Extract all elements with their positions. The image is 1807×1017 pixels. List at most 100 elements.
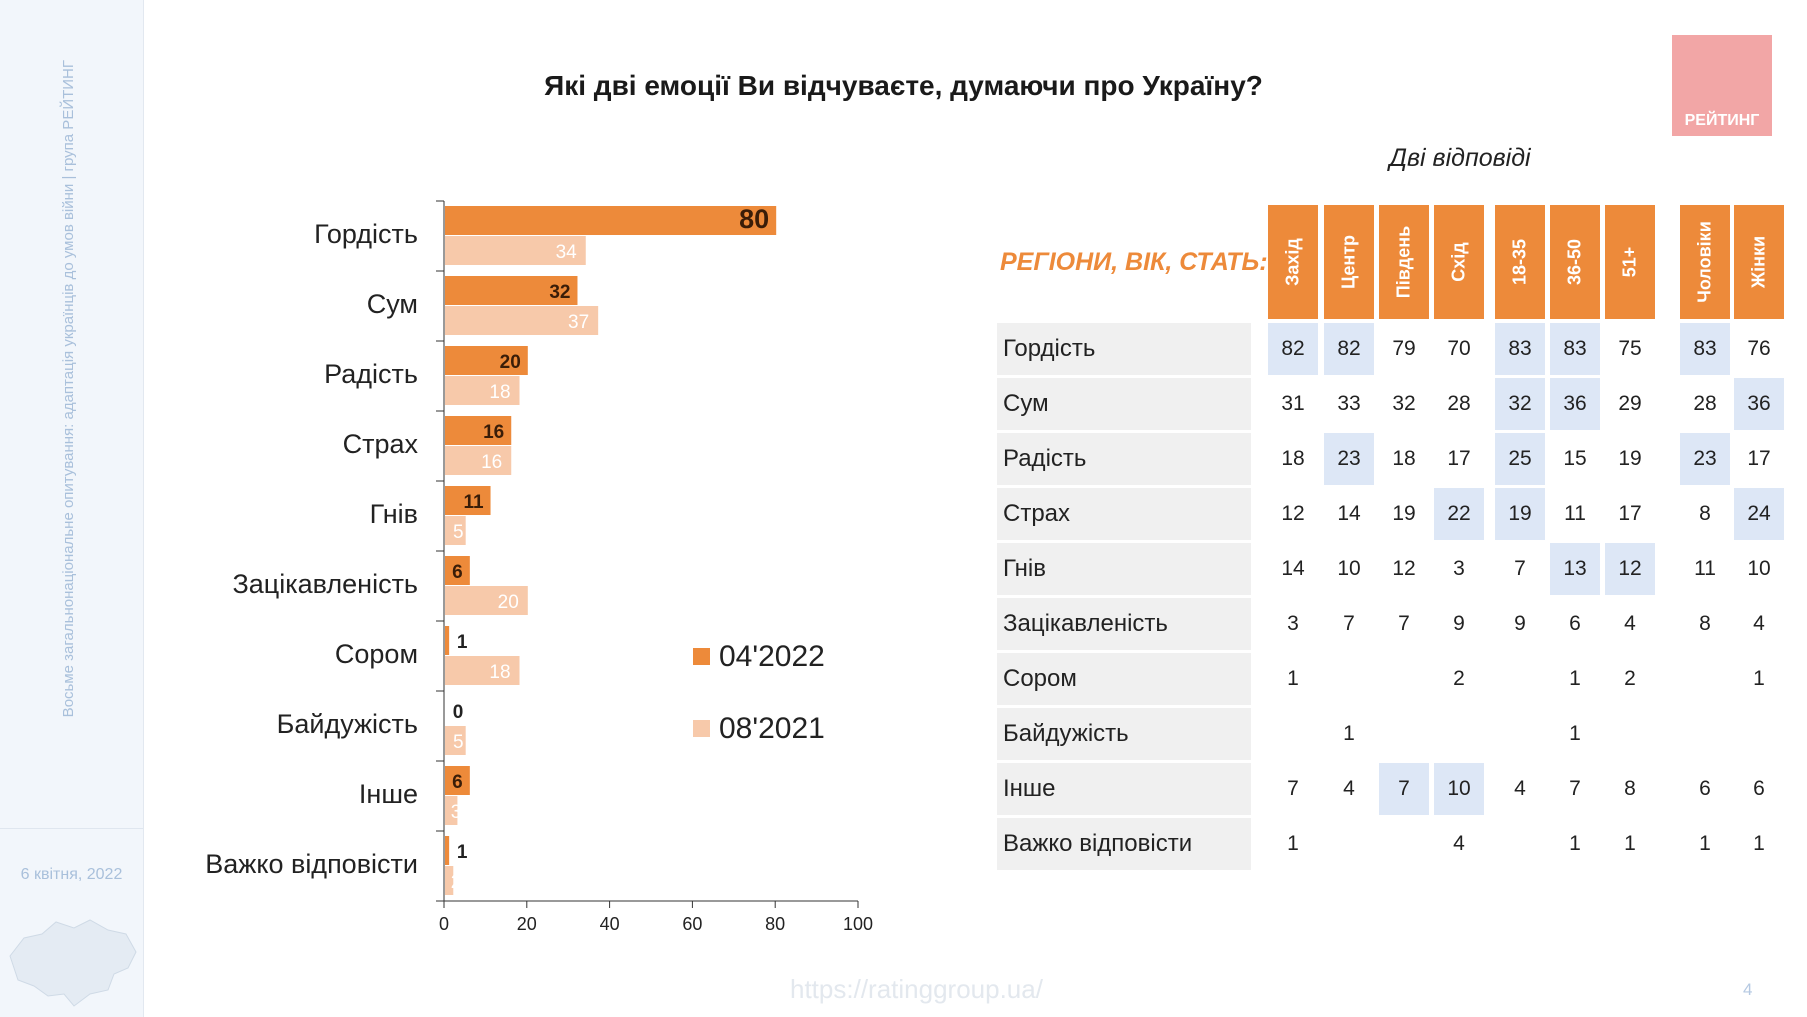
table-cell: 10 [1434,763,1484,815]
bar-2022 [445,836,450,865]
data-label-2021: 18 [489,662,510,683]
table-cell: 19 [1618,447,1642,470]
bar-2021 [445,376,520,405]
table-cell: 83 [1680,323,1730,375]
x-tick-label: 40 [600,914,620,934]
table-cell: 83 [1495,323,1545,375]
data-label-2021: 16 [481,452,502,473]
table-cell: 9 [1514,612,1526,635]
legend-swatch-2021 [693,720,710,737]
data-label-2021: 37 [568,312,589,333]
bar-2022 [445,626,450,655]
data-label-2021: 34 [556,242,578,263]
row-label: Сум [1003,390,1049,417]
table-cell: 3 [1453,557,1465,580]
survey-date: 6 квітня, 2022 [20,866,123,883]
table-cell: 4 [1753,612,1765,635]
table-cell: 7 [1287,777,1299,800]
ukraine-map-icon [9,919,137,1007]
x-tick-label: 80 [765,914,785,934]
row-label: Інше [1003,775,1056,802]
table-cell: 13 [1550,543,1600,595]
column-header: 18-35 [1495,205,1545,319]
legend-label-2021: 08'2021 [719,712,825,745]
column-header: 36-50 [1550,205,1600,319]
table-cell: 8 [1699,502,1711,525]
table-cell: 10 [1337,557,1361,580]
table-cell: 1 [1343,722,1355,745]
sidebar: Восьме загальнонаціональне опитування: а… [0,0,144,1017]
category-label: Зацікавленість [232,569,418,599]
table-cell: 7 [1398,612,1410,635]
data-label-2022: 16 [483,422,504,443]
table-cell: 1 [1569,667,1581,690]
table-cell: 22 [1434,488,1484,540]
table-cell: 12 [1605,543,1655,595]
x-tick-label: 60 [682,914,702,934]
column-header: Жінки [1734,205,1784,319]
column-header: Центр [1324,205,1374,319]
table-cell: 6 [1569,612,1581,635]
table-cell [1680,653,1730,705]
bar-2022 [445,556,470,585]
table-cell: 17 [1447,447,1471,470]
table-cell: 8 [1699,612,1711,635]
page-title: Які дві емоції Ви відчуваєте, думаючи пр… [544,70,1263,101]
table-header-label: РЕГІОНИ, ВІК, СТАТЬ: [1000,248,1268,276]
table-cell: 70 [1447,337,1471,360]
table-cell: 1 [1569,832,1581,855]
bar-2021 [445,796,458,825]
legend-swatch-2022 [693,648,710,665]
table-cell: 33 [1337,392,1361,415]
row-label: Радість [1003,445,1087,472]
table-cell [1434,708,1484,760]
column-header-label: Жінки [1748,235,1769,289]
data-label-2022: 1 [457,842,468,863]
x-tick-label: 0 [439,914,449,934]
table-cell: 11 [1694,557,1716,580]
row-label-bg [997,708,1251,760]
data-label-2022: 6 [452,772,463,793]
bar-2022 [445,416,512,445]
table-cell [1495,653,1545,705]
category-label: Гордість [314,219,418,249]
table-cell: 19 [1495,488,1545,540]
table-cell: 7 [1514,557,1526,580]
column-header: Південь [1379,205,1429,319]
table-cell: 17 [1618,502,1642,525]
bar-2022 [445,766,470,795]
table-cell: 18 [1281,447,1305,470]
table-cell: 29 [1618,392,1642,415]
row-label-bg [997,378,1251,430]
row-label-bg [997,763,1251,815]
row-label: Важко відповісти [1003,830,1193,857]
table-cell: 9 [1453,612,1465,635]
table-cell: 79 [1392,337,1416,360]
row-label: Страх [1003,500,1071,527]
table-cell: 23 [1324,433,1374,485]
table-cell: 76 [1747,337,1771,360]
table-cell: 1 [1624,832,1636,855]
column-header: Захід [1268,205,1318,319]
data-label-2021: 5 [453,522,464,543]
table-cell: 25 [1495,433,1545,485]
category-label: Страх [343,429,419,459]
table-cell: 82 [1268,323,1318,375]
table-cell: 1 [1753,832,1765,855]
table-cell: 28 [1447,392,1471,415]
category-label: Радість [324,359,418,389]
table-cell: 6 [1753,777,1765,800]
table-cell: 2 [1453,667,1465,690]
category-label: Байдужість [277,709,418,739]
column-header-label: Південь [1393,225,1414,299]
data-label-2022: 0 [453,702,464,723]
footer-url[interactable]: https://ratinggroup.ua/ [790,974,1043,1004]
x-tick-label: 20 [517,914,537,934]
table-cell: 32 [1392,392,1416,415]
table-cell [1324,653,1374,705]
table-cell [1495,708,1545,760]
rating-logo: РЕЙТИНГ [1672,35,1772,136]
row-label: Зацікавленість [1003,610,1168,637]
table-cell: 83 [1550,323,1600,375]
table-cell: 31 [1281,392,1305,415]
